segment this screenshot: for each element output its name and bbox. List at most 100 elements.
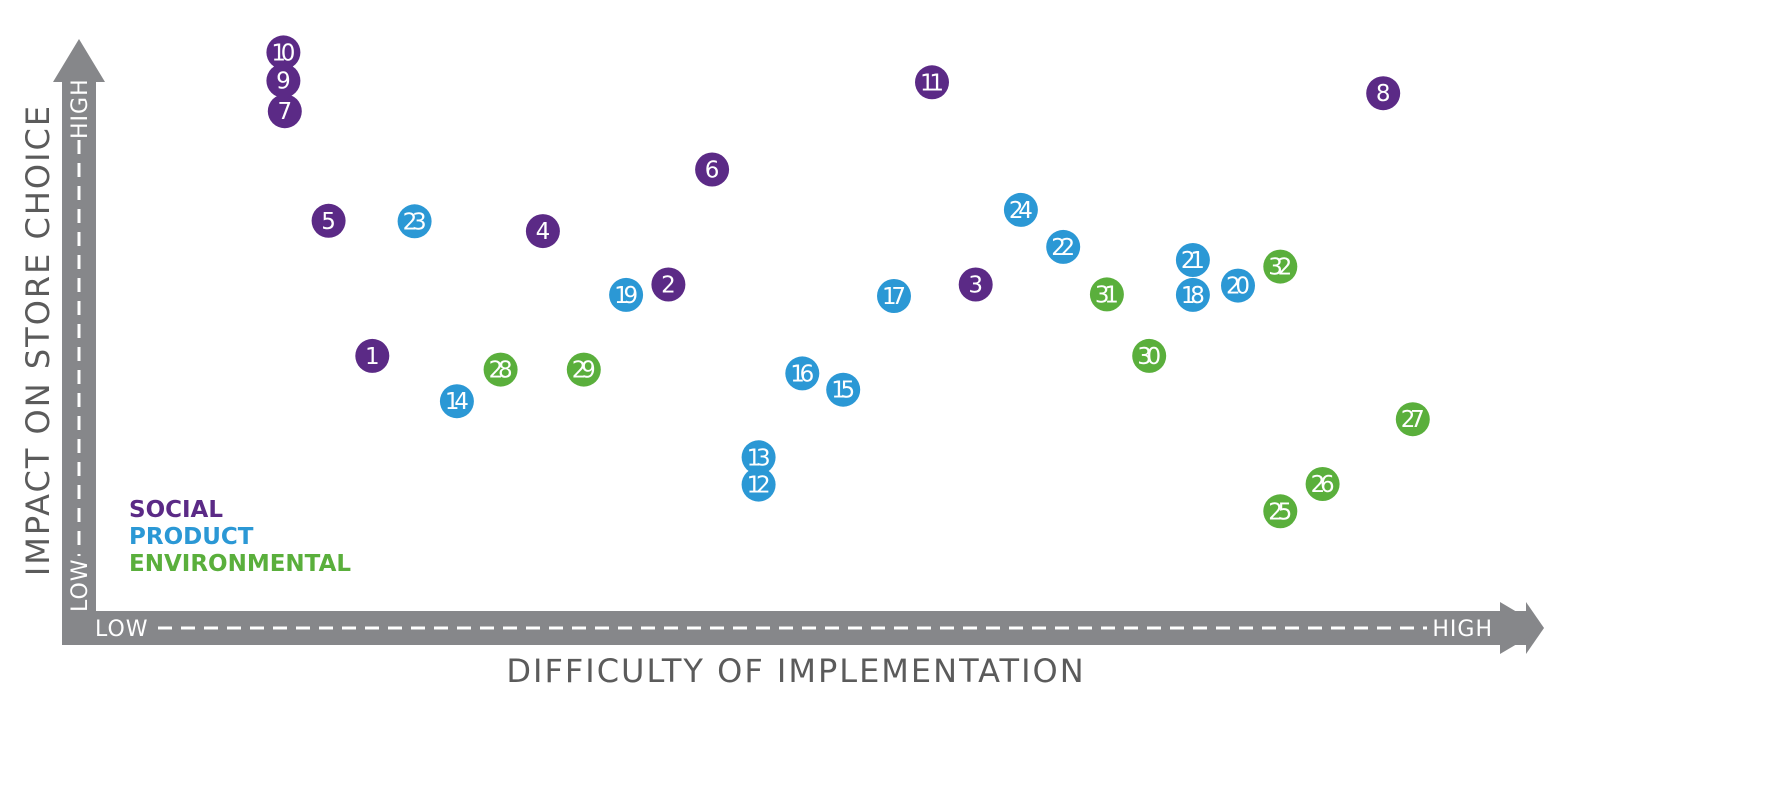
point-marker xyxy=(1046,229,1081,264)
legend-item-environmental: ENVIRONMENTAL xyxy=(129,551,351,577)
point-marker xyxy=(355,338,390,373)
y-axis-low-label: LOW xyxy=(68,558,93,612)
data-point-8: 8 xyxy=(1366,76,1401,111)
data-point-20: 20 xyxy=(1221,268,1255,303)
point-label: 26 xyxy=(1311,472,1335,498)
data-point-28: 28 xyxy=(483,352,518,387)
data-point-30: 30 xyxy=(1132,338,1167,373)
legend-item-social: SOCIAL xyxy=(129,497,223,523)
point-marker xyxy=(695,152,730,187)
data-point-6: 6 xyxy=(695,152,730,187)
data-point-10: 10 xyxy=(266,35,301,70)
point-marker xyxy=(1395,402,1430,437)
point-marker xyxy=(267,94,302,129)
point-marker xyxy=(1175,243,1210,277)
point-label: 11 xyxy=(920,70,944,96)
point-label: 19 xyxy=(614,283,638,309)
data-point-25: 25 xyxy=(1263,494,1298,529)
point-label: 14 xyxy=(445,389,469,415)
point-marker xyxy=(915,65,949,100)
point-marker xyxy=(609,277,644,312)
y-axis-arrowhead xyxy=(53,39,105,82)
point-marker xyxy=(651,267,686,302)
point-label: 21 xyxy=(1181,248,1205,274)
data-point-9: 9 xyxy=(266,63,301,98)
point-marker xyxy=(741,440,776,475)
point-label: 16 xyxy=(790,361,814,387)
point-label: 27 xyxy=(1401,407,1425,433)
point-label: 10 xyxy=(271,40,295,66)
point-marker xyxy=(1263,494,1298,529)
point-marker xyxy=(483,352,518,387)
point-label: 22 xyxy=(1051,235,1075,261)
data-point-13: 13 xyxy=(741,440,776,475)
data-point-19: 19 xyxy=(609,277,644,312)
point-marker xyxy=(439,384,474,419)
data-point-7: 7 xyxy=(267,94,302,129)
data-point-4: 4 xyxy=(525,214,560,249)
point-label: 2 xyxy=(661,273,676,299)
point-marker xyxy=(785,356,820,391)
x-axis-arrowhead-tip xyxy=(1500,602,1544,654)
y-axis-high-label: HIGH xyxy=(68,78,93,139)
point-marker xyxy=(266,63,301,98)
data-point-14: 14 xyxy=(439,384,474,419)
point-label: 31 xyxy=(1095,282,1119,308)
point-marker xyxy=(1132,338,1167,373)
point-label: 25 xyxy=(1268,499,1292,525)
x-axis-low-label: LOW xyxy=(95,617,149,642)
point-label: 9 xyxy=(276,69,291,95)
data-point-32: 32 xyxy=(1263,249,1298,284)
point-marker xyxy=(525,214,560,249)
point-marker xyxy=(1089,277,1124,312)
point-marker xyxy=(877,279,911,313)
data-point-31: 31 xyxy=(1089,277,1124,312)
point-marker xyxy=(741,467,776,502)
data-point-22: 22 xyxy=(1046,229,1081,264)
data-point-16: 16 xyxy=(785,356,820,391)
data-point-17: 17 xyxy=(877,279,911,313)
point-label: 4 xyxy=(536,219,551,245)
point-label: 1 xyxy=(365,344,380,370)
point-label: 13 xyxy=(747,445,771,471)
data-point-1: 1 xyxy=(355,338,390,373)
data-point-3: 3 xyxy=(958,267,993,302)
data-point-5: 5 xyxy=(311,203,346,238)
data-point-2: 2 xyxy=(651,267,686,302)
data-point-23: 23 xyxy=(397,204,432,239)
point-marker xyxy=(397,204,432,239)
point-label: 7 xyxy=(277,99,292,125)
data-point-15: 15 xyxy=(826,372,861,407)
point-marker xyxy=(1305,467,1340,501)
point-label: 24 xyxy=(1009,198,1033,224)
point-marker xyxy=(1366,76,1401,111)
data-point-12: 12 xyxy=(741,467,776,502)
point-marker xyxy=(826,372,861,407)
point-label: 32 xyxy=(1268,255,1292,281)
point-marker xyxy=(311,203,346,238)
data-point-24: 24 xyxy=(1003,192,1038,227)
data-point-21: 21 xyxy=(1175,243,1210,277)
point-marker xyxy=(1175,277,1210,312)
data-point-11: 11 xyxy=(915,65,949,100)
data-point-27: 27 xyxy=(1395,402,1430,437)
x-axis-high-label: HIGH xyxy=(1432,617,1493,642)
point-label: 18 xyxy=(1181,283,1205,309)
point-marker xyxy=(958,267,993,302)
point-label: 6 xyxy=(705,158,720,184)
point-marker xyxy=(1003,192,1038,227)
point-label: 17 xyxy=(882,284,906,310)
point-marker xyxy=(266,35,301,70)
legend-item-product: PRODUCT xyxy=(129,524,254,550)
data-point-18: 18 xyxy=(1175,277,1210,312)
point-marker xyxy=(566,352,601,387)
legend: SOCIAL PRODUCT ENVIRONMENTAL xyxy=(129,497,351,577)
point-label: 23 xyxy=(403,209,427,235)
data-point-26: 26 xyxy=(1305,467,1340,501)
point-label: 28 xyxy=(489,358,513,384)
x-axis-title: DIFFICULTY OF IMPLEMENTATION xyxy=(506,652,1085,690)
point-label: 3 xyxy=(968,273,983,299)
data-point-29: 29 xyxy=(566,352,601,387)
